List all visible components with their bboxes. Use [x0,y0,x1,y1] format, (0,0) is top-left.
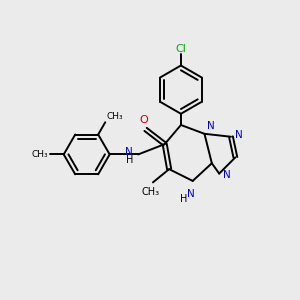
Text: CH₃: CH₃ [32,150,48,159]
Text: N: N [207,121,214,131]
Text: O: O [140,115,148,125]
Text: CH₃: CH₃ [107,112,123,121]
Text: N: N [187,189,195,199]
Text: H: H [180,194,188,204]
Text: CH₃: CH₃ [142,187,160,197]
Text: N: N [223,170,230,180]
Text: N: N [235,130,242,140]
Text: H: H [125,155,133,165]
Text: Cl: Cl [176,44,186,54]
Text: N: N [125,147,133,157]
